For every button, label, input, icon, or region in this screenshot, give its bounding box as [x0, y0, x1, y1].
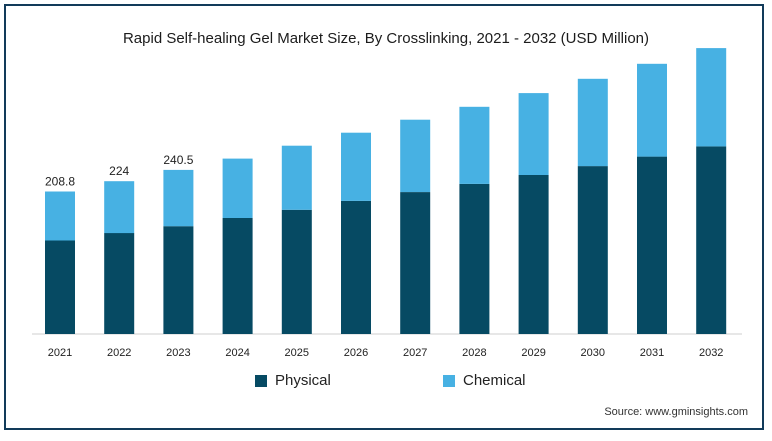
x-tick-label-2028: 2028	[462, 347, 486, 359]
bar-chemical-2027	[400, 119, 431, 192]
chart-title: Rapid Self-healing Gel Market Size, By C…	[122, 30, 650, 47]
x-tick-label-2030: 2030	[581, 347, 605, 359]
x-tick-label-2025: 2025	[285, 347, 309, 359]
x-tick-label-2022: 2022	[107, 347, 131, 359]
bar-physical-2021	[45, 240, 75, 334]
legend-swatch-physical	[255, 374, 267, 387]
x-tick-label-2027: 2027	[403, 347, 427, 359]
legend-label-chemical: Chemical	[463, 372, 526, 389]
bar-physical-2030	[577, 166, 608, 334]
labels-group: 208.8 2021 224 2022 240.5 2023 2024 2025 2026 202…	[45, 153, 723, 359]
bar-physical-2029	[518, 175, 549, 334]
legend-swatch-chemical	[443, 374, 455, 387]
bar-chemical-2025	[281, 145, 312, 210]
x-tick-label-2021: 2021	[48, 347, 72, 359]
bar-chemical-2032	[696, 48, 727, 147]
x-tick-label-2026: 2026	[344, 347, 368, 359]
bar-physical-2026	[341, 200, 371, 334]
bar-chemical-2028	[459, 106, 490, 184]
bar-physical-2023	[163, 226, 194, 334]
x-tick-label-2031: 2031	[640, 347, 664, 359]
data-label-2023: 240.5	[163, 153, 193, 167]
data-label-2022: 224	[109, 164, 129, 178]
bar-physical-2024	[222, 218, 253, 334]
bar-chemical-2024	[222, 158, 253, 218]
data-label-2021: 208.8	[45, 175, 75, 189]
bar-physical-2027	[400, 192, 431, 334]
bar-physical-2025	[281, 209, 312, 334]
x-tick-label-2032: 2032	[699, 347, 723, 359]
x-tick-label-2024: 2024	[225, 347, 249, 359]
legend-item-physical: Physical	[255, 372, 331, 389]
bar-physical-2031	[637, 156, 667, 334]
bar-physical-2022	[104, 233, 135, 334]
bar-chemical-2021	[45, 191, 75, 241]
bar-chemical-2031	[637, 63, 667, 157]
bar-physical-2032	[696, 146, 727, 334]
bar-chemical-2026	[341, 132, 371, 201]
bars-group	[45, 48, 727, 334]
x-tick-label-2029: 2029	[521, 347, 545, 359]
legend-label-physical: Physical	[275, 372, 331, 389]
bar-chemical-2022	[104, 181, 135, 234]
x-tick-label-2023: 2023	[166, 347, 190, 359]
bar-chemical-2030	[577, 78, 608, 167]
source-note: Source: www.gminsights.com	[604, 406, 748, 418]
bar-chemical-2029	[518, 93, 549, 175]
legend-item-chemical: Chemical	[443, 372, 526, 389]
bar-chemical-2023	[163, 169, 194, 227]
bar-physical-2028	[459, 183, 490, 334]
